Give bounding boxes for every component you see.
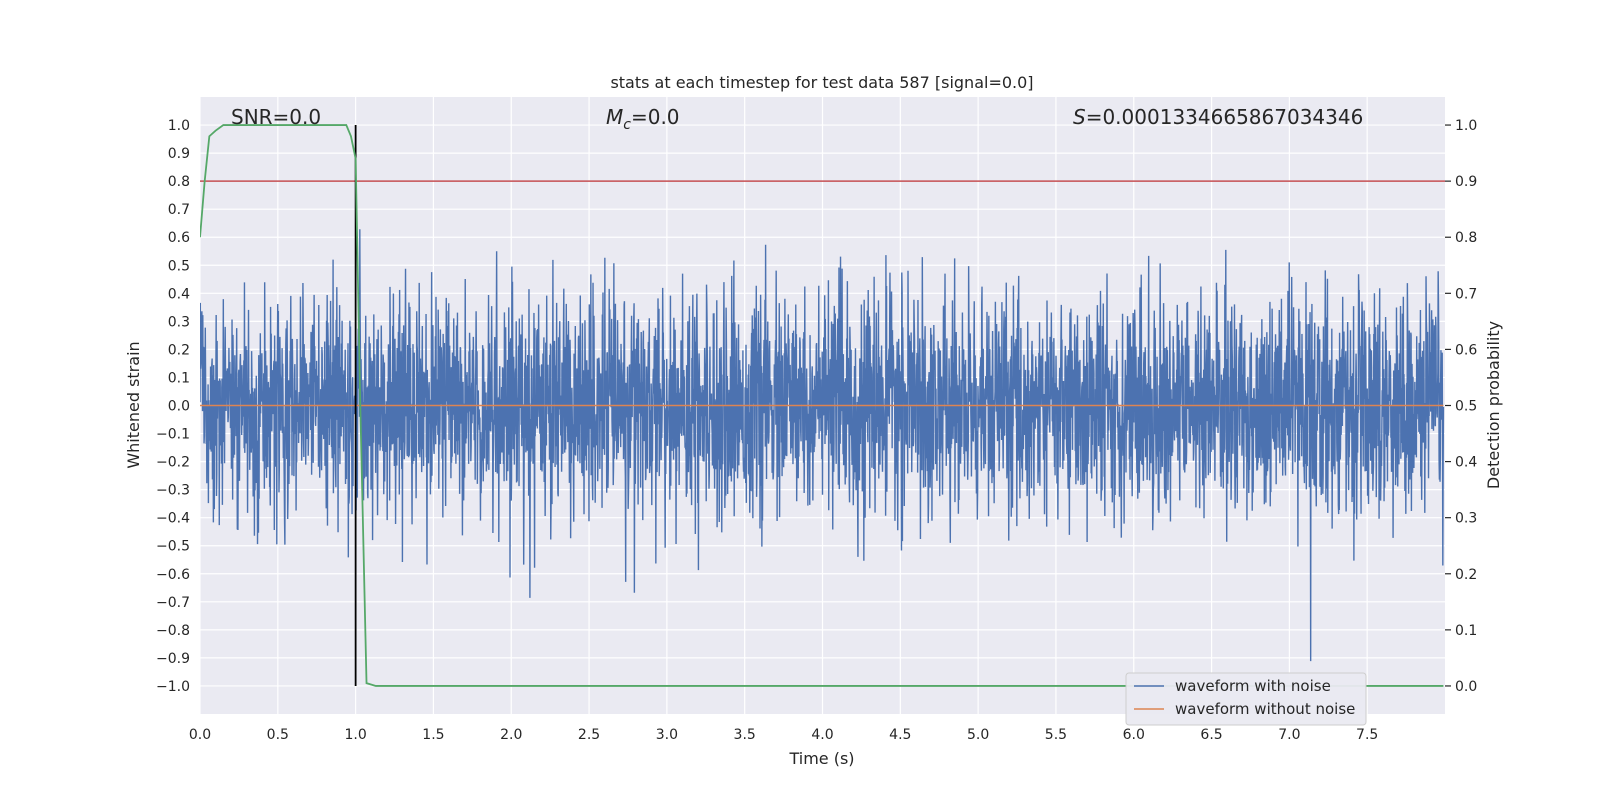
y-left-tick-label: −0.6: [156, 567, 190, 583]
y-left-tick-label: 0.4: [168, 286, 190, 302]
x-tick-label: 2.5: [578, 727, 600, 743]
x-tick-label: 0.0: [189, 727, 211, 743]
annotation-chirp-mass-value: =0.0: [631, 105, 680, 129]
legend: waveform with noise waveform without noi…: [1125, 672, 1367, 726]
legend-label-clean: waveform without noise: [1175, 700, 1355, 718]
y-left-axis-ticks: 1.0 0.9 0.8 0.7 0.6 0.5 0.4 0.3 0.2 0.1 0.0 −0.1 −0.…: [156, 118, 190, 695]
x-tick-label: 4.0: [811, 727, 833, 743]
y-left-tick-label: 0.2: [168, 342, 190, 358]
annotation-score-symbol: S: [1073, 105, 1086, 129]
y-left-tick-label: −0.1: [156, 427, 190, 443]
y-right-tick-label: 0.5: [1455, 399, 1477, 415]
x-tick-label: 3.5: [734, 727, 756, 743]
x-tick-label: 5.0: [967, 727, 989, 743]
y-left-tick-label: 1.0: [168, 118, 190, 134]
y-left-tick-label: −0.3: [156, 483, 190, 499]
x-tick-label: 6.5: [1200, 727, 1222, 743]
x-tick-label: 6.0: [1123, 727, 1145, 743]
y-right-tick-label: 0.8: [1455, 230, 1477, 246]
legend-box: [1125, 672, 1367, 726]
y-left-tick-label: 0.5: [168, 258, 190, 274]
series-waveform-with-noise: [200, 229, 1445, 662]
y-left-tick-label: 0.3: [168, 314, 190, 330]
y-right-tick-label: 0.3: [1455, 511, 1477, 527]
y-left-tick-label: −0.8: [156, 623, 190, 639]
x-tick-label: 2.0: [500, 727, 522, 743]
annotation-chirp-mass-subscript: c: [623, 117, 631, 133]
y-right-axis-ticks: 1.0 0.9 0.8 0.7 0.6 0.5 0.4 0.3 0.2 0.1 0.0: [1445, 118, 1477, 695]
y-left-tick-label: −0.4: [156, 511, 190, 527]
x-tick-label: 7.5: [1356, 727, 1378, 743]
legend-label-noise: waveform with noise: [1175, 677, 1331, 695]
y-left-tick-label: 0.7: [168, 202, 190, 218]
annotation-chirp-mass: Mc=0.0: [606, 105, 680, 133]
y-left-tick-label: 0.9: [168, 146, 190, 162]
y-right-tick-label: 0.9: [1455, 174, 1477, 190]
chart-title: stats at each timestep for test data 587…: [610, 73, 1033, 92]
detection-probability-path: [200, 124, 1444, 687]
annotation-score: S=0.0001334665867034346: [1073, 105, 1363, 129]
y-right-tick-label: 0.2: [1455, 567, 1477, 583]
y-left-tick-label: −1.0: [156, 679, 190, 695]
x-tick-label: 1.0: [344, 727, 366, 743]
y-left-tick-label: 0.8: [168, 174, 190, 190]
y-left-tick-label: 0.1: [168, 370, 190, 386]
y-right-tick-label: 0.1: [1455, 623, 1477, 639]
x-axis-label: Time (s): [788, 749, 854, 768]
y-left-tick-label: −0.9: [156, 651, 190, 667]
y-right-tick-label: 0.7: [1455, 286, 1477, 302]
annotation-snr: SNR=0.0: [231, 105, 321, 129]
y-left-tick-label: 0.6: [168, 230, 190, 246]
y-left-tick-label: −0.7: [156, 595, 190, 611]
y-left-tick-label: −0.2: [156, 455, 190, 471]
y-right-tick-label: 0.6: [1455, 342, 1477, 358]
x-tick-label: 3.0: [656, 727, 678, 743]
x-axis-ticks: 0.0 0.5 1.0 1.5 2.0 2.5 3.0 3.5 4.0 4.5 5.0 5.5 6.0 6…: [189, 727, 1378, 743]
y-right-axis-label: Detection probability: [1484, 321, 1503, 489]
x-tick-label: 0.5: [267, 727, 289, 743]
y-right-tick-label: 0.0: [1455, 679, 1477, 695]
y-right-tick-label: 0.4: [1455, 455, 1477, 471]
x-tick-label: 5.5: [1045, 727, 1067, 743]
noise-waveform-path: [200, 229, 1445, 662]
series-detection-probability: [200, 124, 1444, 687]
x-tick-label: 4.5: [889, 727, 911, 743]
y-left-tick-label: 0.0: [168, 399, 190, 415]
x-tick-label: 7.0: [1278, 727, 1300, 743]
y-right-tick-label: 1.0: [1455, 118, 1477, 134]
y-left-tick-label: −0.5: [156, 539, 190, 555]
annotation-chirp-mass-symbol: M: [606, 105, 623, 129]
x-tick-label: 1.5: [422, 727, 444, 743]
y-left-axis-label: Whitened strain: [124, 341, 143, 468]
annotation-score-value: =0.0001334665867034346: [1086, 105, 1364, 129]
